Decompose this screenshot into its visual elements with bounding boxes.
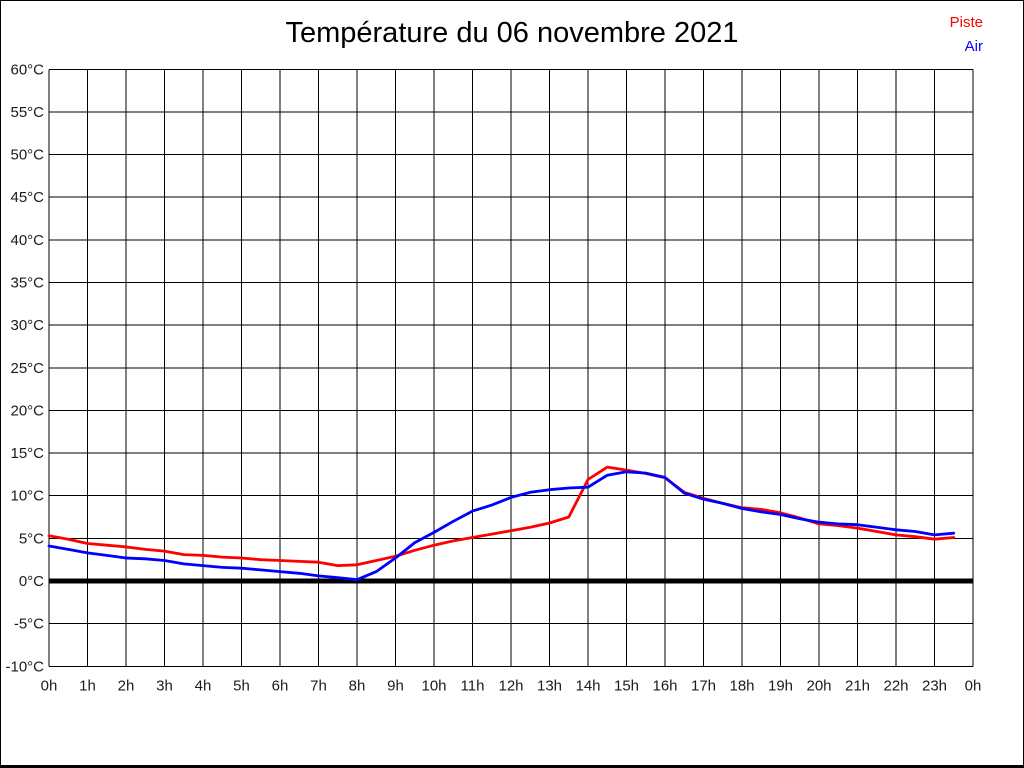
x-tick-label: 0h (965, 677, 982, 694)
x-tick-label: 0h (41, 677, 58, 694)
legend-item-air: Air (964, 38, 983, 55)
air-series-line (47, 470, 956, 582)
y-tick-label: 45°C (10, 189, 44, 206)
y-tick-label: 50°C (10, 147, 44, 164)
x-tick-label: 20h (806, 677, 831, 694)
y-tick-label: -5°C (14, 616, 44, 633)
x-tick-label: 10h (421, 677, 446, 694)
x-tick-label: 11h (461, 677, 485, 694)
y-tick-label: -10°C (5, 658, 44, 675)
x-tick-label: 15h (614, 677, 639, 694)
y-tick-label: 60°C (10, 61, 44, 78)
x-tick-label: 5h (233, 677, 250, 694)
x-tick-label: 23h (922, 677, 947, 694)
x-tick-label: 14h (575, 677, 600, 694)
x-tick-label: 4h (195, 677, 212, 694)
x-tick-label: 8h (349, 677, 366, 694)
chart-title: Température du 06 novembre 2021 (285, 17, 739, 49)
x-tick-label: 1h (79, 677, 96, 694)
legend-item-piste: Piste (949, 14, 983, 31)
x-tick-label: 13h (537, 677, 562, 694)
x-tick-label: 21h (845, 677, 870, 694)
x-tick-label: 17h (691, 677, 716, 694)
legend: Piste Air (950, 11, 983, 59)
y-tick-label: 25°C (10, 360, 44, 377)
x-tick-label: 3h (156, 677, 173, 694)
y-tick-label: 30°C (10, 317, 44, 334)
x-tick-label: 7h (310, 677, 327, 694)
x-tick-label: 22h (883, 677, 908, 694)
x-tick-label: 16h (652, 677, 677, 694)
y-tick-label: 5°C (19, 530, 44, 547)
x-tick-label: 12h (498, 677, 523, 694)
piste-series-line (47, 465, 956, 567)
x-tick-label: 6h (272, 677, 289, 694)
y-tick-label: 0°C (19, 573, 44, 590)
y-tick-label: 55°C (10, 104, 44, 121)
x-tick-label: 18h (729, 677, 754, 694)
y-tick-label: 40°C (10, 232, 44, 249)
y-tick-label: 20°C (10, 402, 44, 419)
x-tick-label: 9h (387, 677, 404, 694)
y-tick-label: 10°C (10, 488, 44, 505)
x-tick-label: 2h (118, 677, 135, 694)
x-tick-label: 19h (768, 677, 793, 694)
y-tick-label: 15°C (10, 445, 44, 462)
y-tick-label: 35°C (10, 275, 44, 292)
